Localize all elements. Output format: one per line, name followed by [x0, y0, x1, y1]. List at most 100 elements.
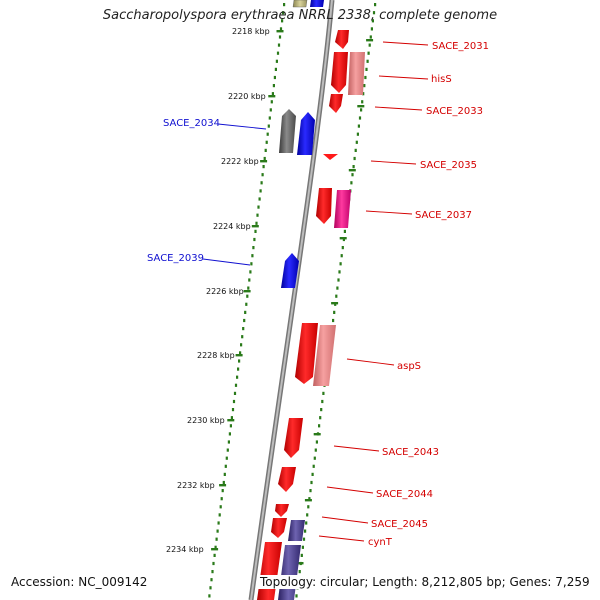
tick-dot: [354, 148, 357, 152]
tick-dot: [266, 132, 269, 136]
tick-dot: [313, 456, 316, 460]
tick-dot: [229, 424, 232, 428]
label-sace-2037: SACE_2037: [415, 210, 472, 221]
tick-major: [260, 160, 268, 163]
tick-label-2224: 2224 kbp: [213, 222, 251, 231]
tick-major: [219, 484, 227, 487]
tick-dot: [283, 3, 286, 7]
tick-dot: [308, 497, 311, 501]
tick-dot: [339, 262, 342, 266]
tick-dot: [218, 513, 221, 517]
gene-sace-2034: [297, 112, 315, 155]
tick-dot: [340, 254, 343, 258]
accession-label: Accession: NC_009142: [9, 575, 150, 589]
tick-dot: [261, 173, 264, 177]
tick-dot: [277, 43, 281, 47]
tick-major: [339, 237, 347, 240]
tick-dot: [371, 19, 374, 23]
gene-sace-2039: [281, 253, 299, 288]
tick-dot: [306, 513, 309, 517]
label-asps: aspS: [397, 361, 421, 372]
tick-dot: [333, 310, 336, 314]
tick-dot: [217, 521, 220, 525]
gene-asps-1: [295, 323, 318, 384]
tick-dot: [242, 327, 245, 331]
tick-major: [276, 30, 284, 33]
tick-dot: [356, 132, 359, 136]
tick-dot: [366, 59, 369, 63]
tick-dot: [353, 156, 356, 161]
gene-sace-2031: [335, 30, 349, 49]
tick-dot: [274, 67, 277, 71]
gene-sace-2035: [323, 154, 338, 160]
tick-dot: [279, 27, 283, 31]
tick-dot: [248, 278, 251, 282]
tick-dot: [258, 197, 261, 201]
tick-dot: [239, 351, 242, 355]
tick-dot: [236, 375, 239, 379]
tick-dot: [298, 570, 301, 574]
label-sace-2043: SACE_2043: [382, 447, 439, 458]
tick-dot: [249, 270, 252, 274]
tick-dot: [267, 124, 270, 128]
tick-dot: [209, 586, 212, 590]
tick-dot: [251, 254, 254, 258]
tick-dot: [225, 456, 228, 460]
gene-olive-partial: [292, 0, 308, 8]
tick-dot: [233, 391, 237, 395]
tick-major: [296, 562, 304, 565]
tick-label-2226: 2226 kbp: [206, 287, 244, 296]
tick-dot: [365, 67, 368, 71]
tick-dot: [222, 480, 225, 485]
tick-dot: [358, 116, 362, 120]
tick-dot: [257, 205, 260, 209]
tick-major: [243, 290, 251, 293]
tick-dot: [321, 399, 324, 404]
label-sace-2039: SACE_2039: [147, 253, 204, 264]
tick-dot: [281, 19, 284, 23]
tick-dot: [341, 246, 344, 250]
tick-dot: [268, 116, 271, 120]
tick-dot: [265, 140, 268, 144]
tick-dot: [208, 594, 211, 598]
tick-dot: [338, 270, 341, 274]
tick-label-2228: 2228 kbp: [197, 351, 235, 360]
tick-dot: [362, 92, 365, 96]
tick-dot: [276, 51, 280, 55]
tick-dot: [322, 391, 325, 395]
tick-dot: [244, 310, 247, 314]
tick-label-2222: 2222 kbp: [221, 157, 259, 166]
tick-label-2232: 2232 kbp: [177, 481, 215, 490]
tick-label-2218: 2218 kbp: [232, 27, 270, 36]
tick-dot: [311, 472, 314, 476]
tick-dot: [226, 448, 229, 452]
tick-dot: [304, 529, 307, 533]
gene-sace-2044: [278, 467, 296, 492]
tick-dot: [211, 570, 214, 574]
tick-major: [366, 39, 374, 42]
tick-dot: [247, 286, 250, 290]
tick-dot: [223, 472, 226, 476]
tick-dot: [361, 100, 364, 104]
gene-hiss-1: [331, 52, 348, 93]
label-sace-2044: SACE_2044: [376, 489, 433, 500]
tick-dot: [234, 383, 238, 387]
tick-dot: [374, 3, 377, 7]
tick-dot: [219, 505, 222, 509]
tick-major: [348, 169, 356, 172]
tick-dot: [309, 489, 312, 493]
tick-dot: [272, 84, 275, 88]
tick-dot: [210, 578, 213, 582]
tick-dot: [255, 221, 258, 225]
tick-dot: [232, 399, 236, 404]
tick-dot: [254, 229, 257, 233]
tick-dot: [212, 561, 215, 566]
tick-dot: [351, 173, 354, 177]
tick-dot: [368, 43, 371, 47]
gene-sace-2037-1: [316, 188, 332, 224]
tick-dot: [364, 75, 367, 80]
tick-dot: [245, 302, 248, 306]
tick-dot: [320, 408, 323, 412]
tick-major: [268, 95, 276, 98]
tick-dot: [269, 108, 272, 112]
